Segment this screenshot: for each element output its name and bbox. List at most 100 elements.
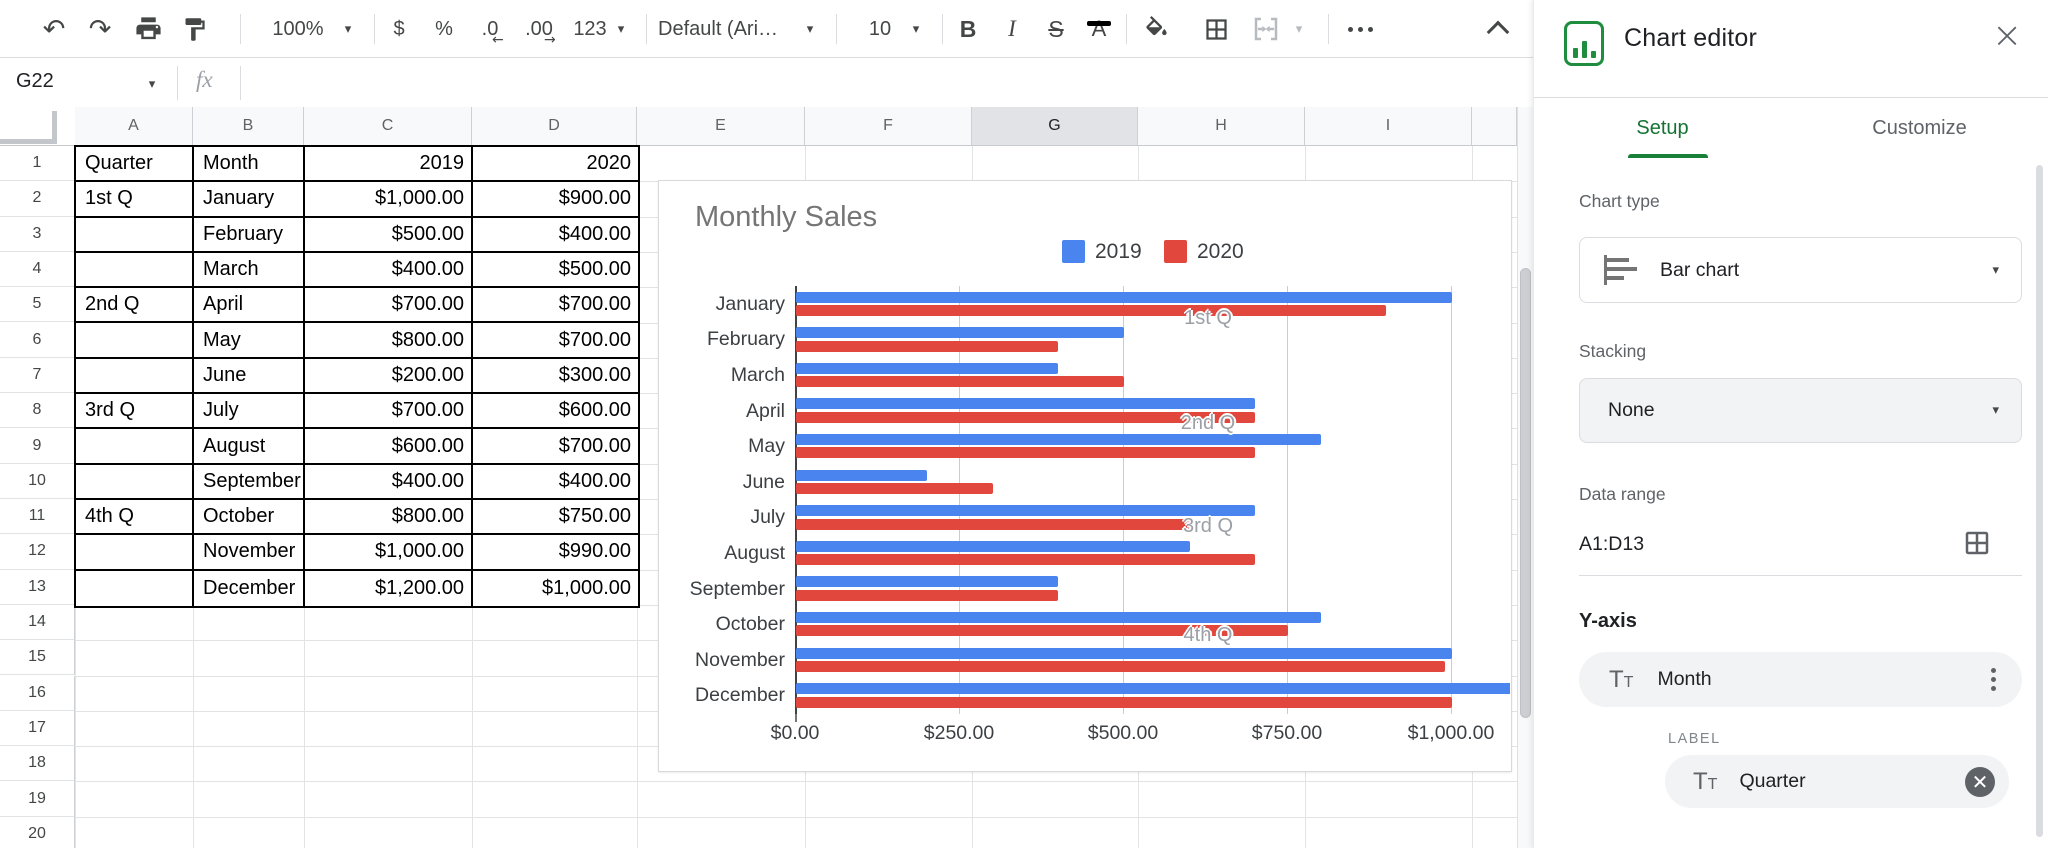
bar-September-2019[interactable]: [796, 576, 1058, 588]
table-cell[interactable]: 2nd Q: [76, 288, 194, 324]
table-cell[interactable]: April: [194, 288, 305, 324]
font-size-caret-icon[interactable]: ▾: [912, 21, 920, 37]
row-header-2[interactable]: 2: [0, 181, 75, 217]
table-cell[interactable]: March: [194, 252, 305, 289]
bar-June-2019[interactable]: [796, 469, 927, 481]
row-header-13[interactable]: 13: [0, 569, 75, 605]
bar-February-2019[interactable]: [796, 327, 1124, 339]
increase-decimal-button[interactable]: .00 →: [525, 17, 556, 49]
bar-March-2019[interactable]: [796, 362, 1058, 374]
row-header-4[interactable]: 4: [0, 251, 75, 288]
format-currency-button[interactable]: $: [393, 17, 405, 40]
table-cell[interactable]: August: [194, 429, 305, 465]
bar-October-2019[interactable]: [796, 611, 1321, 623]
bar-October-2020[interactable]: [796, 625, 1288, 637]
table-cell[interactable]: $800.00: [305, 499, 473, 536]
column-header-E[interactable]: E: [637, 107, 805, 146]
row-header-5[interactable]: 5: [0, 287, 75, 323]
text-color-button[interactable]: A: [1080, 8, 1118, 50]
table-cell[interactable]: $200.00: [305, 358, 473, 395]
table-cell[interactable]: [76, 252, 194, 289]
tab-setup[interactable]: Setup: [1636, 116, 1689, 139]
table-cell[interactable]: $500.00: [305, 217, 473, 253]
merge-cells-icon[interactable]: [1246, 8, 1286, 50]
row-header-11[interactable]: 11: [0, 499, 75, 535]
column-header-G[interactable]: G: [972, 107, 1138, 146]
table-cell[interactable]: [76, 535, 194, 571]
table-cell[interactable]: $700.00: [473, 288, 638, 324]
scrollbar-thumb[interactable]: [1520, 268, 1531, 718]
table-header-cell[interactable]: Quarter: [76, 147, 194, 183]
table-cell[interactable]: $990.00: [473, 535, 638, 571]
row-header-8[interactable]: 8: [0, 393, 75, 429]
zoom-caret-icon[interactable]: ▾: [344, 21, 352, 37]
number-format-caret-icon[interactable]: ▾: [617, 21, 625, 37]
row-header-10[interactable]: 10: [0, 463, 75, 499]
row-header-9[interactable]: 9: [0, 428, 75, 464]
bar-July-2020[interactable]: [796, 518, 1190, 530]
table-cell[interactable]: [76, 429, 194, 465]
bar-April-2020[interactable]: [796, 411, 1255, 423]
bar-August-2019[interactable]: [796, 540, 1190, 552]
bar-April-2019[interactable]: [796, 398, 1255, 410]
bar-December-2019[interactable]: [796, 683, 1510, 695]
bar-July-2019[interactable]: [796, 505, 1255, 517]
table-cell[interactable]: $700.00: [473, 323, 638, 359]
select-all-corner[interactable]: [0, 107, 75, 146]
data-range-value[interactable]: A1:D13: [1579, 533, 1645, 555]
more-options-icon[interactable]: [1340, 8, 1380, 50]
number-format-menu[interactable]: 123: [573, 17, 607, 40]
embedded-chart[interactable]: Monthly Sales 2019 2020 1st Q 2nd Q 3rd Q 4th …: [658, 180, 1512, 772]
column-header-B[interactable]: B: [193, 107, 304, 146]
row-header-18[interactable]: 18: [0, 746, 75, 782]
column-header-A[interactable]: A: [75, 107, 193, 146]
table-cell[interactable]: June: [194, 358, 305, 395]
decrease-decimal-button[interactable]: .0 ←: [481, 17, 504, 49]
select-data-range-icon[interactable]: [1962, 528, 1992, 563]
row-header-15[interactable]: 15: [0, 640, 75, 676]
y-axis-field[interactable]: TT Month: [1579, 652, 2022, 707]
table-header-cell[interactable]: Month: [194, 147, 305, 183]
paint-format-icon[interactable]: [176, 8, 212, 50]
table-cell[interactable]: $600.00: [473, 394, 638, 430]
table-cell[interactable]: $1,000.00: [473, 570, 638, 606]
table-cell[interactable]: [76, 570, 194, 606]
bar-March-2020[interactable]: [796, 376, 1124, 388]
format-percent-button[interactable]: %: [435, 17, 453, 40]
table-cell[interactable]: [76, 358, 194, 395]
font-select[interactable]: Default (Ari…: [658, 17, 779, 40]
row-header-16[interactable]: 16: [0, 675, 75, 711]
column-header-C[interactable]: C: [304, 107, 472, 146]
table-cell[interactable]: [76, 323, 194, 359]
table-cell[interactable]: November: [194, 535, 305, 571]
row-header-20[interactable]: 20: [0, 816, 75, 848]
table-cell[interactable]: 1st Q: [76, 182, 194, 218]
bar-May-2019[interactable]: [796, 433, 1321, 445]
table-cell[interactable]: $1,000.00: [305, 535, 473, 571]
column-header-D[interactable]: D: [472, 107, 637, 146]
fill-color-icon[interactable]: [1138, 8, 1174, 50]
table-cell[interactable]: 3rd Q: [76, 394, 194, 430]
bar-November-2019[interactable]: [796, 647, 1452, 659]
bold-button[interactable]: B: [959, 15, 977, 42]
bar-February-2020[interactable]: [796, 340, 1058, 352]
formula-input[interactable]: [252, 66, 1512, 100]
label-field[interactable]: TT Quarter ✕: [1665, 755, 2009, 808]
bar-May-2020[interactable]: [796, 447, 1255, 459]
table-header-cell[interactable]: 2019: [305, 147, 473, 183]
table-cell[interactable]: $900.00: [473, 182, 638, 218]
column-header-partial[interactable]: [1472, 107, 1517, 146]
y-axis-options-icon[interactable]: [1991, 668, 1996, 691]
table-cell[interactable]: September: [194, 464, 305, 500]
strikethrough-button[interactable]: S: [1048, 15, 1064, 42]
table-cell[interactable]: $300.00: [473, 358, 638, 395]
stacking-select[interactable]: None ▾: [1579, 378, 2022, 443]
panel-scrollbar[interactable]: [2036, 165, 2043, 837]
table-cell[interactable]: December: [194, 570, 305, 606]
row-header-12[interactable]: 12: [0, 534, 75, 570]
table-cell[interactable]: July: [194, 394, 305, 430]
redo-icon[interactable]: ↷: [88, 13, 112, 45]
table-cell[interactable]: $500.00: [473, 252, 638, 289]
table-cell[interactable]: $400.00: [473, 217, 638, 253]
table-cell[interactable]: $800.00: [305, 323, 473, 359]
